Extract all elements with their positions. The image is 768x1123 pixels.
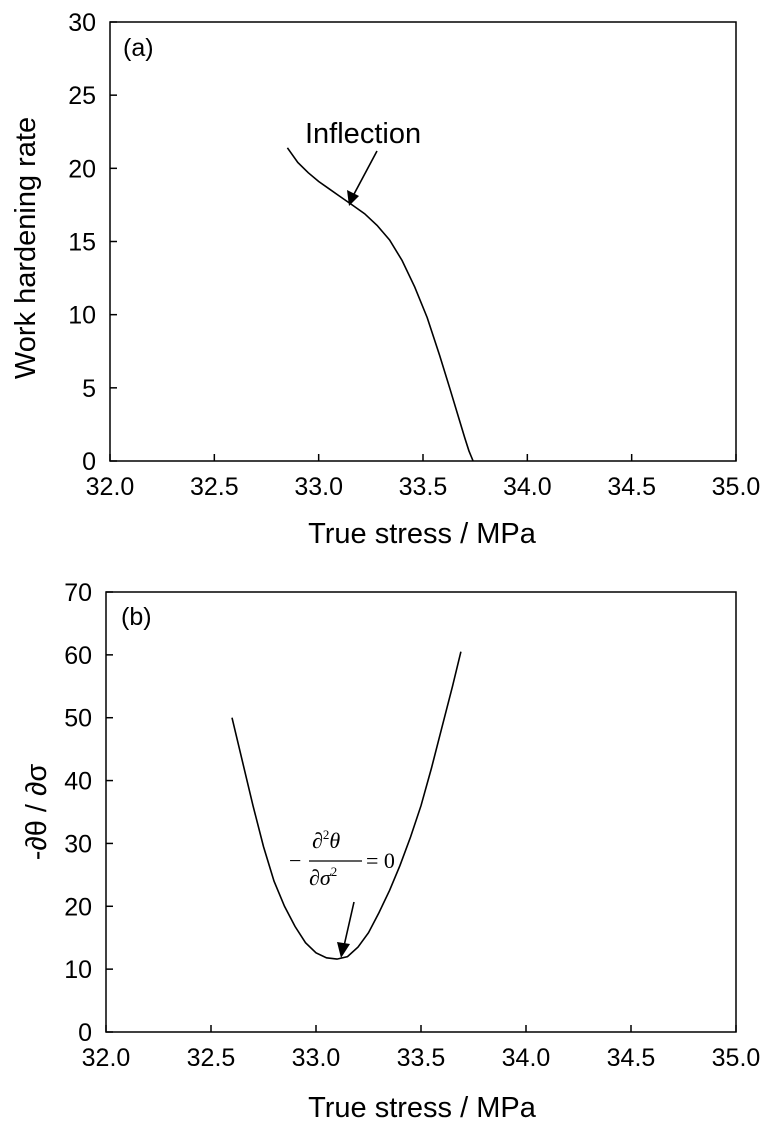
inflection-arrow-shaft	[352, 150, 378, 197]
x-axis-title-b: True stress / MPa	[308, 1092, 537, 1123]
plot-frame-a	[109, 21, 737, 462]
y-tick-label-a: 10	[68, 302, 96, 330]
numerator-exponent: 2	[323, 827, 330, 842]
panel-label-b: (b)	[121, 603, 152, 631]
y-tick-label-b: 50	[64, 705, 92, 733]
panel-label-a: (a)	[123, 34, 154, 62]
y-tick-label-a: 20	[68, 155, 96, 183]
x-tick-label-b: 35.0	[712, 1044, 761, 1072]
y-tick-label-b: 0	[78, 1019, 92, 1047]
annotation-minus-sign: −	[289, 848, 301, 873]
minimum-arrow-shaft	[343, 901, 355, 947]
annotation-denominator: ∂σ2	[309, 864, 337, 890]
y-tick-label-a: 5	[82, 375, 96, 403]
y-tick-label-b: 40	[64, 768, 92, 796]
minimum-arrow-head	[337, 942, 350, 958]
panel-b: 32.0 32.5 33.0 33.5 34.0 34.5 35.0 0 10 20 30 40 50…	[21, 579, 760, 1123]
numerator-partial: ∂	[312, 828, 323, 853]
x-tick-label-a: 34.5	[607, 473, 656, 501]
y-tick-label-b: 10	[64, 956, 92, 984]
y-axis-title-a: Work hardening rate	[10, 117, 42, 379]
y-tick-label-b: 60	[64, 642, 92, 670]
annotation-numerator: ∂2θ	[312, 827, 340, 853]
denominator-exponent: 2	[331, 864, 338, 879]
y-axis-title-b: -∂θ / ∂σ	[21, 764, 53, 861]
x-tick-label-a: 35.0	[712, 473, 761, 501]
x-tick-label-a: 33.0	[294, 473, 343, 501]
y-tick-label-a: 25	[68, 82, 96, 110]
x-tick-label-a: 32.0	[86, 473, 135, 501]
second-derivative-annotation: − ∂2θ ∂σ2 = 0	[289, 827, 395, 890]
y-tick-label-b: 70	[64, 579, 92, 607]
x-tick-label-b: 32.5	[187, 1044, 236, 1072]
x-axis-ticks-a: 32.0 32.5 33.0 33.5 34.0 34.5 35.0	[86, 454, 761, 501]
x-tick-label-a: 32.5	[190, 473, 239, 501]
x-tick-label-a: 33.5	[399, 473, 448, 501]
x-tick-label-b: 34.5	[607, 1044, 656, 1072]
y-axis-ticks-a: 0 5 10 15 20 25 30	[68, 9, 117, 476]
x-tick-label-b: 32.0	[82, 1044, 131, 1072]
x-axis-title-a: True stress / MPa	[308, 518, 537, 550]
x-tick-label-a: 34.0	[503, 473, 552, 501]
y-tick-label-a: 15	[68, 229, 96, 257]
denominator-variable: σ	[320, 865, 332, 890]
x-axis-ticks-b: 32.0 32.5 33.0 33.5 34.0 34.5 35.0	[82, 1025, 761, 1072]
inflection-annotation: Inflection	[305, 118, 421, 150]
inflection-arrow-head	[347, 190, 359, 206]
annotation-rhs: = 0	[366, 848, 395, 873]
denominator-partial: ∂	[309, 865, 320, 890]
panel-a: 32.0 32.5 33.0 33.5 34.0 34.5 35.0 0 5 10 15 20 25 3…	[10, 9, 760, 550]
numerator-variable: θ	[329, 828, 340, 853]
y-tick-label-b: 20	[64, 893, 92, 921]
y-axis-ticks-b: 0 10 20 30 40 50 60 70	[64, 579, 113, 1047]
y-tick-label-a: 0	[82, 448, 96, 476]
x-tick-label-b: 34.0	[502, 1044, 551, 1072]
y-tick-label-b: 30	[64, 830, 92, 858]
series-line-b	[231, 651, 462, 960]
series-line-a	[286, 147, 474, 462]
x-tick-label-b: 33.5	[397, 1044, 446, 1072]
plot-frame-b	[105, 591, 737, 1033]
x-tick-label-b: 33.0	[292, 1044, 341, 1072]
y-tick-label-a: 30	[68, 9, 96, 37]
